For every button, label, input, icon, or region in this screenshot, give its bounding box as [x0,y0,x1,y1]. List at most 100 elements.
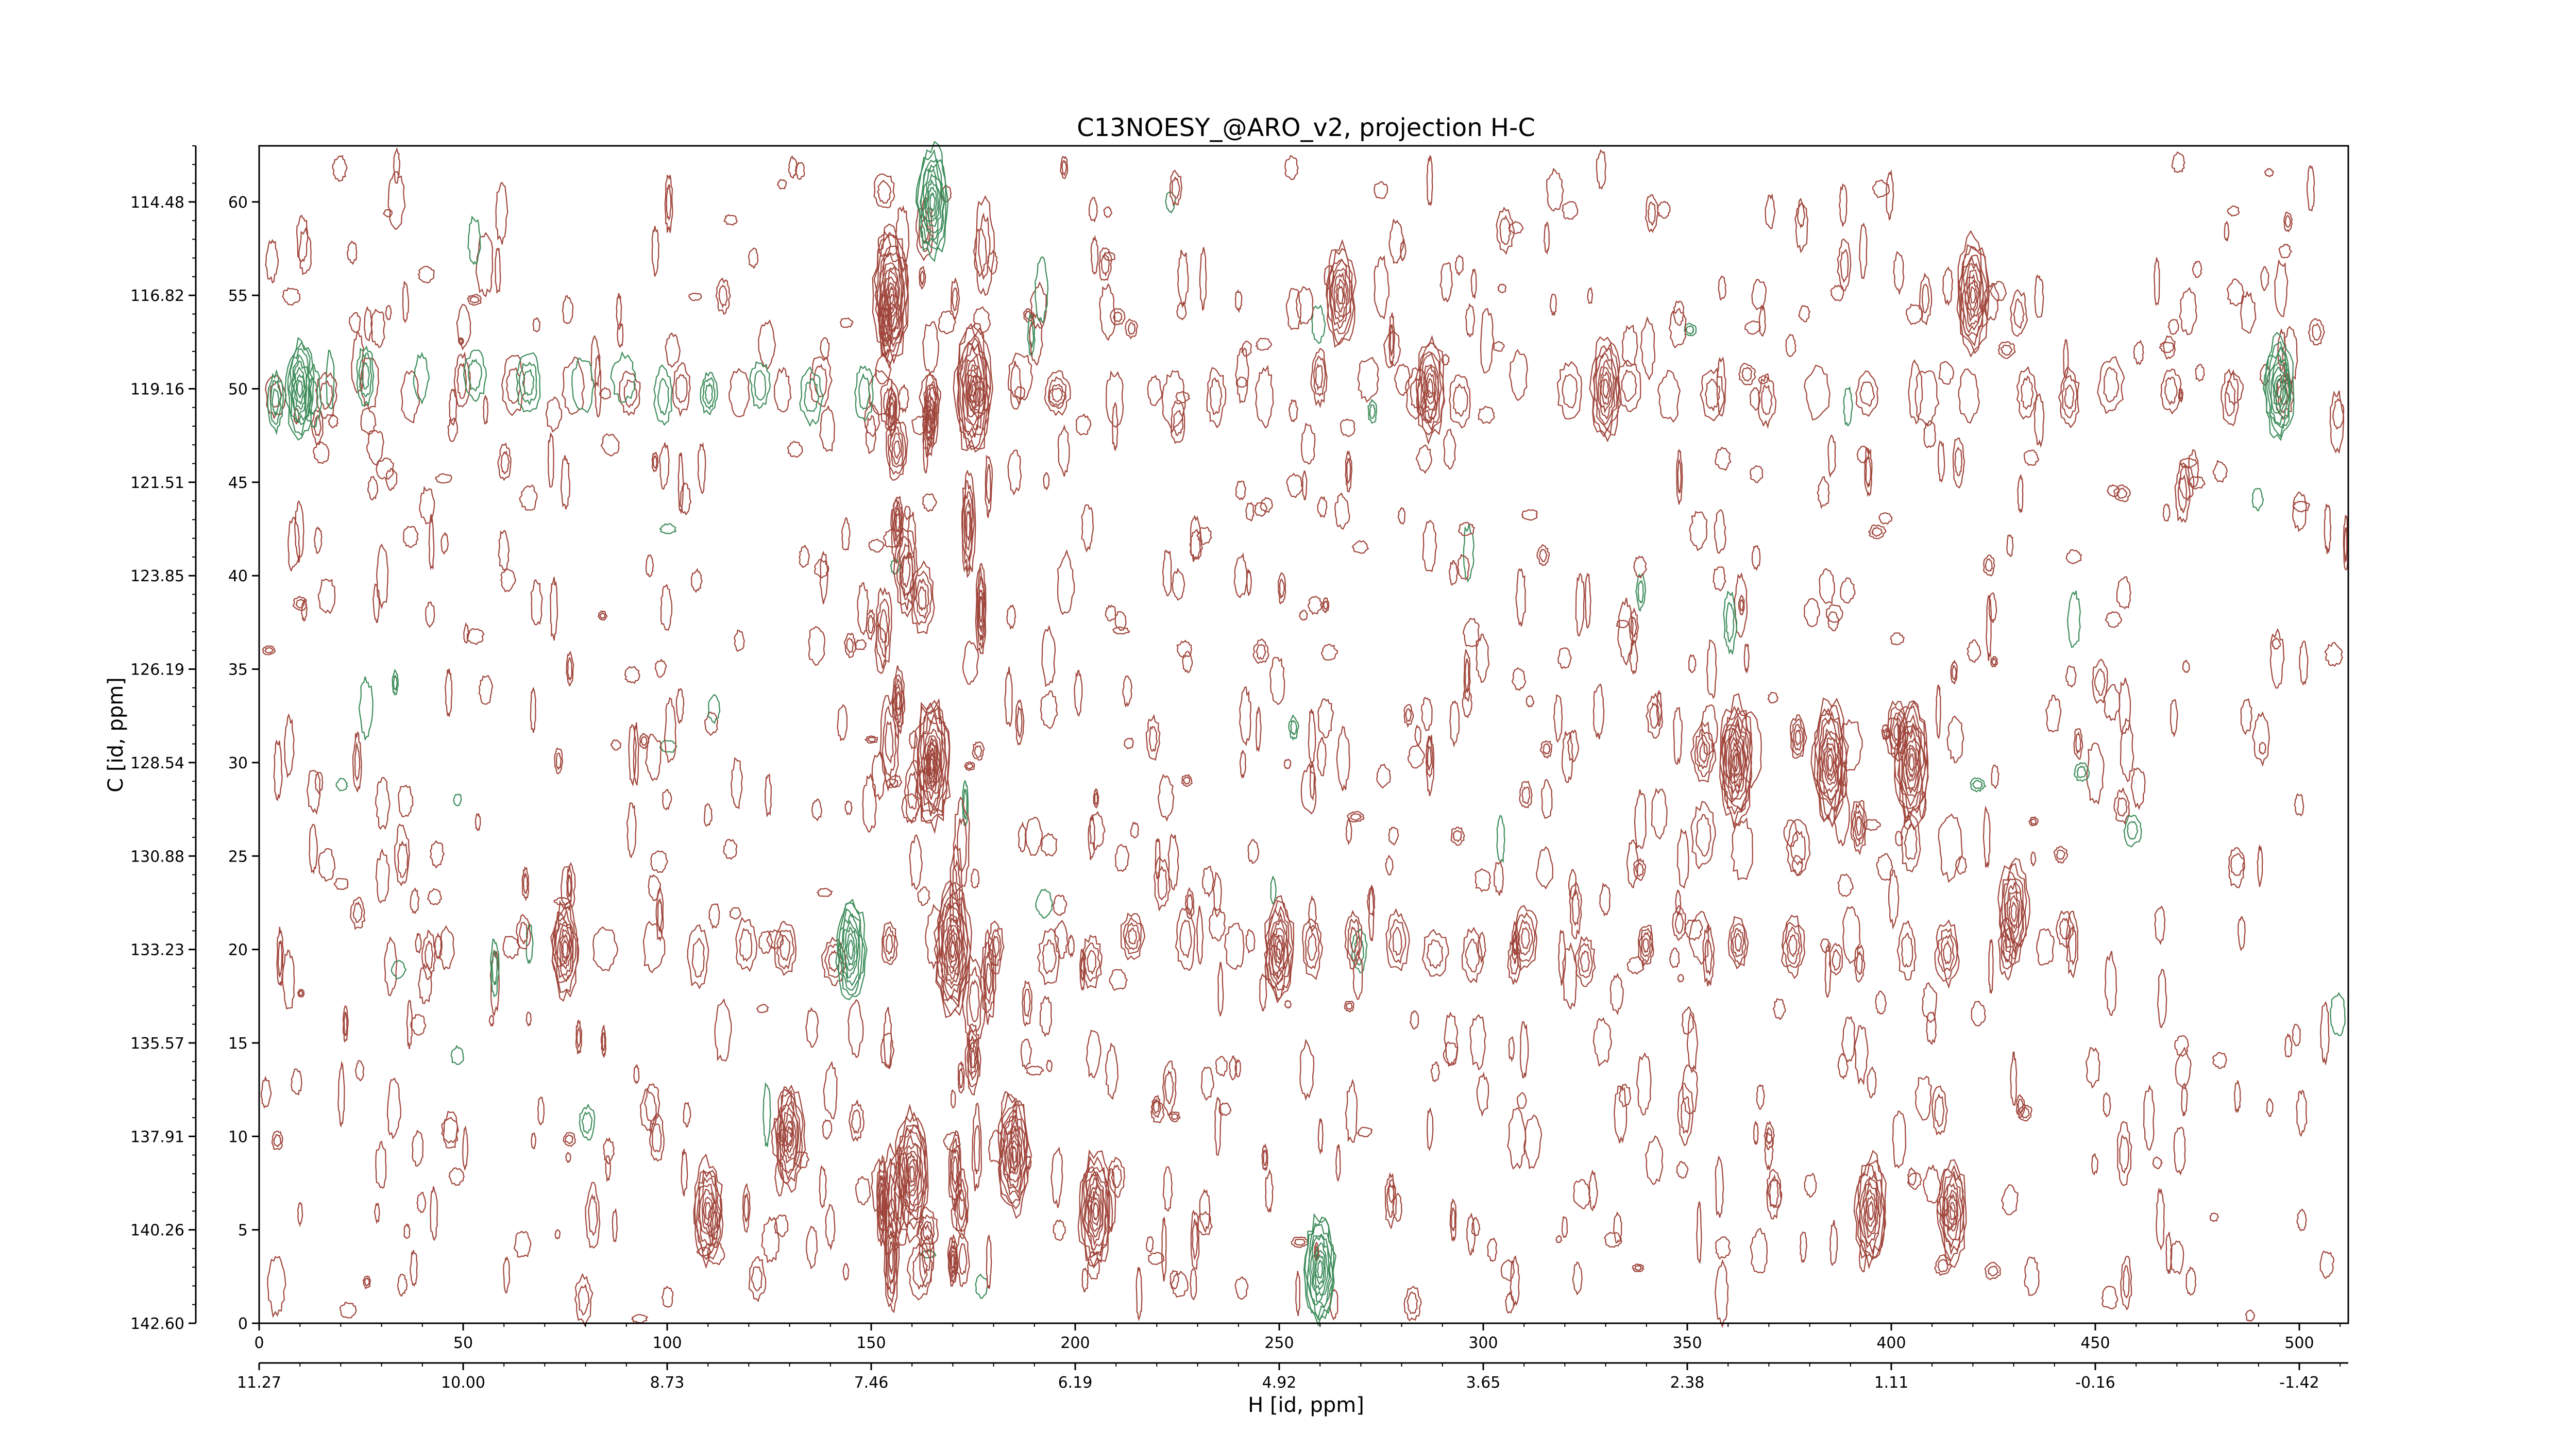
noise-contour [2167,318,2179,335]
contour-line [1593,348,1618,432]
contour-line [1715,1259,1729,1328]
contour-line [2178,464,2195,501]
plot-frame [258,145,2349,1324]
noise-contour [2329,390,2345,454]
contour-line [1389,324,1394,357]
contour-line [715,277,731,315]
noise-contour [283,713,295,779]
contour-line [723,214,738,226]
contour-line [398,784,414,817]
noise-contour [1477,931,1486,964]
contour-line [888,285,895,304]
contour-line [440,532,449,555]
noise-contour [1926,1011,1937,1045]
peak-contour [1415,334,1446,445]
contour-line [1295,1271,1300,1317]
contour-line [886,934,894,955]
y-tick-label: 15 [228,1035,248,1053]
contour-line [358,352,372,398]
band-contour [1688,911,1710,965]
contour-line [1451,1207,1456,1232]
contour-line [1613,1211,1622,1244]
contour-line [1295,285,1314,325]
noise-contour [1791,854,1803,876]
noise-contour [314,771,324,796]
noise-contour [1588,1169,1598,1212]
peak-contour [835,898,868,1001]
contour-line [1609,972,1624,1016]
noise-contour [880,1033,895,1069]
contour-line [891,432,902,465]
contour-line [693,1169,723,1260]
noise-contour [2237,916,2246,952]
contour-line [1819,568,1836,604]
contour-line [1562,374,1578,409]
contour-line [1539,549,1548,563]
contour-line [828,950,840,973]
peak-contour [774,1084,806,1193]
noise-contour [975,1273,988,1299]
noise-contour [1718,275,1726,301]
contour-line [1277,571,1286,605]
noise-contour [1837,238,1852,292]
band-contour [735,917,758,972]
contour-line [943,1132,961,1152]
noise-contour [1867,1066,1877,1099]
contour-line [892,674,904,729]
noise-contour [1749,387,1761,411]
contour-line [291,353,310,424]
ridge-contour [873,173,895,209]
noise-contour [599,387,611,400]
contour-line [1757,373,1777,429]
contour-line [707,1241,725,1266]
contour-line [761,1216,780,1263]
contour-line [929,753,936,772]
contour-line [1926,1011,1937,1045]
noise-contour [1317,1118,1324,1155]
noise-contour [2067,591,2081,648]
contour-line [1772,998,1786,1021]
band-contour [1657,369,1681,423]
contour-line [1046,1059,1053,1072]
contour-line [1674,911,1684,935]
y-ppm-tick-label: 123.85 [130,567,184,585]
noise-contour [2274,259,2289,317]
noise-contour [1110,308,1126,326]
band-contour [2058,366,2080,429]
noise-contour [655,887,664,942]
contour-line [950,1249,956,1275]
contour-line [459,338,463,344]
contour-line [843,632,856,659]
noise-contour [463,622,469,644]
band-contour [1044,370,1071,416]
noise-contour [1829,1220,1838,1267]
noise-contour [410,887,420,915]
noise-contour [1217,962,1224,1017]
contour-line [1728,736,1744,790]
noise-contour [1345,817,1352,846]
contour-line [1414,724,1422,747]
y-ppm-tick-label: 130.88 [130,848,184,866]
noise-contour [1295,285,1314,325]
noise-contour [1496,207,1515,255]
noise-contour [1540,740,1553,759]
contour-line [805,1007,819,1048]
noise-contour [1885,169,1894,221]
contour-line [705,1201,711,1221]
contour-line [2003,934,2011,963]
contour-line [1099,283,1116,341]
contour-line [554,1229,561,1240]
noise-contour [2010,1051,2018,1106]
contour-line [1344,1001,1354,1013]
contour-line [949,1245,957,1280]
contour-line [1209,906,1226,942]
y-tick-label: 35 [228,661,248,679]
noise-contour [1270,876,1277,905]
contour-line [665,332,681,368]
noise-contour [2226,278,2245,307]
contour-line [1635,572,1647,612]
y-ppm-tick-label: 114.48 [130,194,184,212]
contour-line [963,761,975,771]
y-tick-label: 50 [228,381,248,399]
contour-line [1172,567,1185,601]
